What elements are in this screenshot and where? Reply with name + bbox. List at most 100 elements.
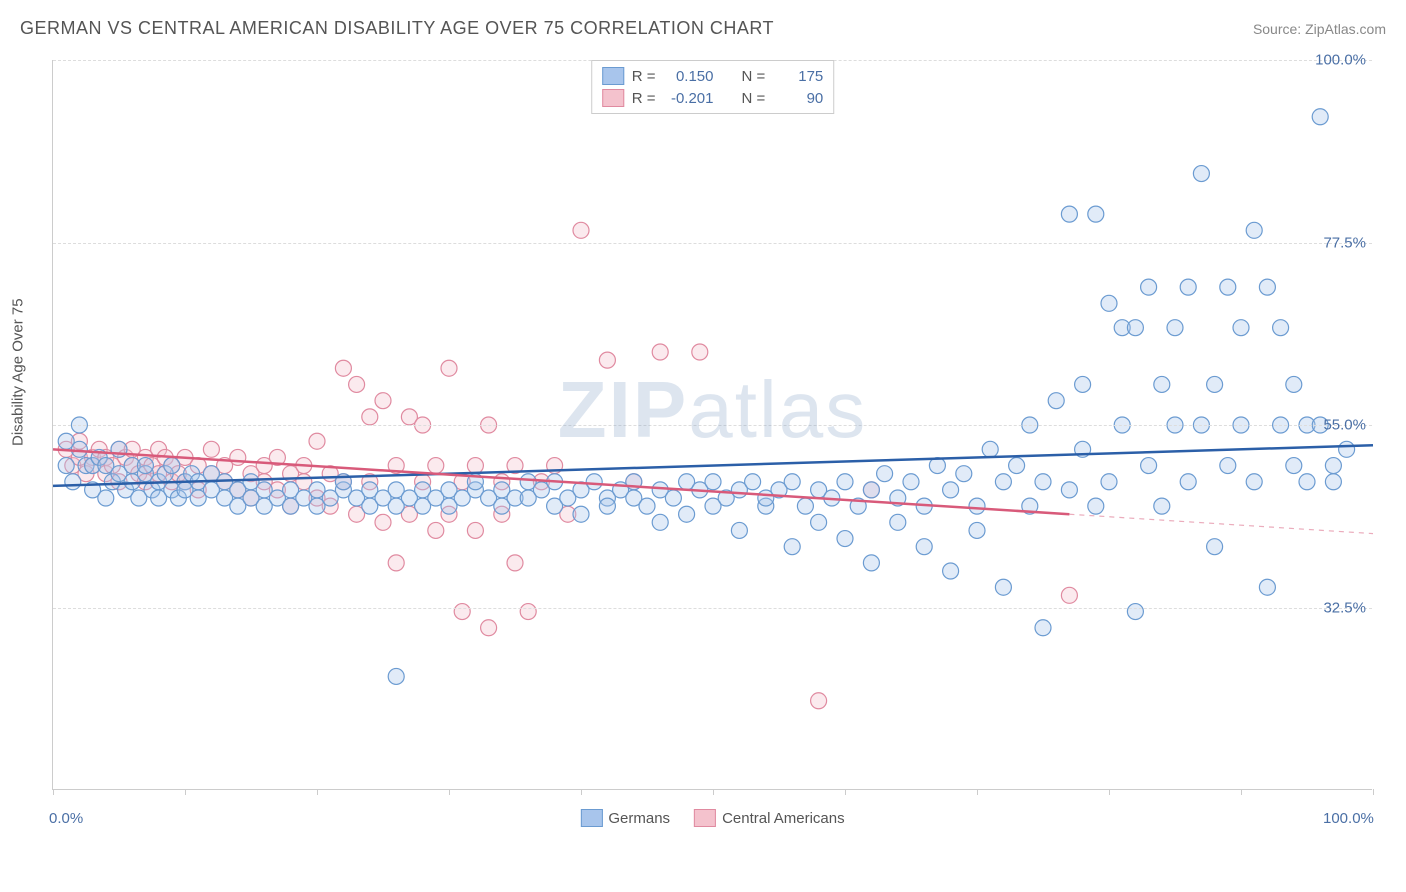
r-value-germans: 0.150 bbox=[664, 68, 714, 85]
x-tick bbox=[713, 789, 714, 795]
legend-label-central-americans: Central Americans bbox=[722, 810, 845, 827]
data-point bbox=[65, 474, 81, 490]
data-point bbox=[1009, 458, 1025, 474]
data-point bbox=[1061, 587, 1077, 603]
gridline bbox=[53, 243, 1372, 244]
x-tick bbox=[53, 789, 54, 795]
data-point bbox=[639, 498, 655, 514]
legend-item-germans: Germans bbox=[580, 809, 670, 827]
data-point bbox=[745, 474, 761, 490]
data-point bbox=[784, 474, 800, 490]
data-point bbox=[1259, 579, 1275, 595]
data-point bbox=[1180, 279, 1196, 295]
data-point bbox=[1220, 279, 1236, 295]
n-value-central-americans: 90 bbox=[773, 90, 823, 107]
data-point bbox=[1127, 604, 1143, 620]
data-point bbox=[1220, 458, 1236, 474]
data-point bbox=[388, 555, 404, 571]
data-point bbox=[1048, 393, 1064, 409]
data-point bbox=[58, 458, 74, 474]
data-point bbox=[599, 498, 615, 514]
data-point bbox=[1273, 320, 1289, 336]
data-point bbox=[1246, 222, 1262, 238]
data-point bbox=[507, 555, 523, 571]
data-point bbox=[692, 344, 708, 360]
data-point bbox=[652, 344, 668, 360]
n-label: N = bbox=[742, 90, 766, 107]
data-point bbox=[599, 352, 615, 368]
data-point bbox=[586, 474, 602, 490]
data-point bbox=[1101, 474, 1117, 490]
data-point bbox=[731, 522, 747, 538]
data-point bbox=[520, 604, 536, 620]
data-point bbox=[811, 514, 827, 530]
r-label: R = bbox=[632, 90, 656, 107]
data-point bbox=[943, 482, 959, 498]
r-value-central-americans: -0.201 bbox=[664, 90, 714, 107]
data-point bbox=[1286, 376, 1302, 392]
data-point bbox=[837, 531, 853, 547]
data-point bbox=[467, 522, 483, 538]
swatch-germans-icon bbox=[580, 809, 602, 827]
data-point bbox=[969, 522, 985, 538]
data-point bbox=[705, 474, 721, 490]
data-point bbox=[1246, 474, 1262, 490]
data-point bbox=[428, 458, 444, 474]
x-tick-label: 100.0% bbox=[1323, 810, 1374, 827]
data-point bbox=[441, 360, 457, 376]
x-tick bbox=[317, 789, 318, 795]
data-point bbox=[652, 514, 668, 530]
data-point bbox=[164, 458, 180, 474]
data-point bbox=[903, 474, 919, 490]
data-point bbox=[890, 514, 906, 530]
x-tick bbox=[581, 789, 582, 795]
n-value-germans: 175 bbox=[773, 68, 823, 85]
data-point bbox=[375, 393, 391, 409]
legend-series: Germans Central Americans bbox=[580, 809, 844, 827]
data-point bbox=[1154, 498, 1170, 514]
r-label: R = bbox=[632, 68, 656, 85]
swatch-central-americans bbox=[602, 89, 624, 107]
data-point bbox=[375, 514, 391, 530]
y-tick-label: 55.0% bbox=[1323, 417, 1366, 434]
data-point bbox=[1075, 376, 1091, 392]
data-point bbox=[1299, 474, 1315, 490]
data-point bbox=[863, 482, 879, 498]
x-tick bbox=[977, 789, 978, 795]
data-point bbox=[1141, 279, 1157, 295]
source-label: Source: ZipAtlas.com bbox=[1253, 21, 1386, 37]
data-point bbox=[837, 474, 853, 490]
plot-area: ZIPatlas R = 0.150 N = 175 R = -0.201 N … bbox=[52, 60, 1372, 790]
data-point bbox=[388, 668, 404, 684]
data-point bbox=[1325, 474, 1341, 490]
data-point bbox=[1233, 320, 1249, 336]
data-point bbox=[811, 693, 827, 709]
data-point bbox=[784, 539, 800, 555]
legend-item-central-americans: Central Americans bbox=[694, 809, 845, 827]
data-point bbox=[982, 441, 998, 457]
data-point bbox=[1339, 441, 1355, 457]
data-point bbox=[916, 539, 932, 555]
x-tick bbox=[449, 789, 450, 795]
x-tick bbox=[1241, 789, 1242, 795]
data-point bbox=[995, 474, 1011, 490]
chart-title: GERMAN VS CENTRAL AMERICAN DISABILITY AG… bbox=[20, 18, 774, 39]
legend-stats-row-central-americans: R = -0.201 N = 90 bbox=[602, 87, 824, 109]
chart-header: GERMAN VS CENTRAL AMERICAN DISABILITY AG… bbox=[20, 18, 1386, 39]
data-point bbox=[1101, 295, 1117, 311]
data-point bbox=[1325, 458, 1341, 474]
data-point bbox=[137, 458, 153, 474]
data-point bbox=[71, 441, 87, 457]
legend-label-germans: Germans bbox=[608, 810, 670, 827]
data-point bbox=[573, 506, 589, 522]
data-point bbox=[349, 376, 365, 392]
data-point bbox=[1141, 458, 1157, 474]
data-point bbox=[309, 433, 325, 449]
data-point bbox=[454, 604, 470, 620]
data-point bbox=[1207, 376, 1223, 392]
data-point bbox=[428, 522, 444, 538]
data-point bbox=[1127, 320, 1143, 336]
x-tick bbox=[185, 789, 186, 795]
data-point bbox=[1167, 320, 1183, 336]
n-label: N = bbox=[742, 68, 766, 85]
